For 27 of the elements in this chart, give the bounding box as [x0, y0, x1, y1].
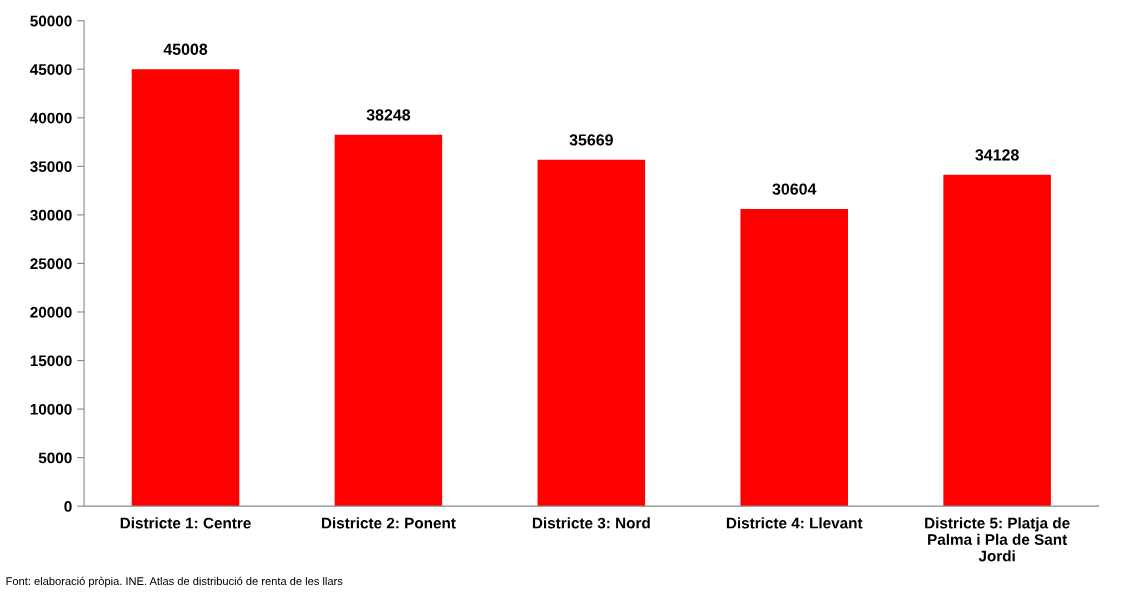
- y-tick-label: 50000: [30, 15, 72, 27]
- x-tick-label: Districte 2: Ponent: [321, 517, 456, 529]
- data-label: 35669: [569, 134, 613, 146]
- x-tick-label: Districte 4: Llevant: [726, 517, 863, 529]
- bar: [943, 174, 1051, 507]
- data-label: 38248: [366, 109, 411, 121]
- bar: [334, 134, 443, 507]
- y-tick-label: 35000: [30, 161, 72, 173]
- y-tick-label: 15000: [30, 355, 72, 367]
- bar: [131, 69, 240, 507]
- x-tick-label: Districte 5: Platja de Palma i Pla de Sant Jordi: [925, 517, 1070, 562]
- bar: [740, 209, 848, 507]
- y-tick-label: 30000: [30, 209, 72, 221]
- y-tick-label: 25000: [30, 258, 72, 270]
- y-tick-label: 5000: [38, 452, 72, 464]
- y-tick-label: 10000: [30, 403, 72, 415]
- y-tick-label: 0: [64, 501, 72, 512]
- data-label: 45008: [163, 43, 208, 55]
- data-label: 30604: [772, 183, 817, 195]
- y-tick-label: 20000: [30, 306, 72, 318]
- data-label: 34128: [975, 149, 1019, 161]
- y-tick-label: 40000: [30, 112, 72, 124]
- y-tick-label: 45000: [30, 64, 72, 75]
- text: Font: elaboració pròpia. INE. Atlas de distribució de renta de les llars: [6, 576, 343, 588]
- x-tick-label: Districte 3: Nord: [532, 517, 650, 529]
- bar: [537, 159, 646, 507]
- x-tick-label: Districte 1: Centre: [120, 517, 251, 529]
